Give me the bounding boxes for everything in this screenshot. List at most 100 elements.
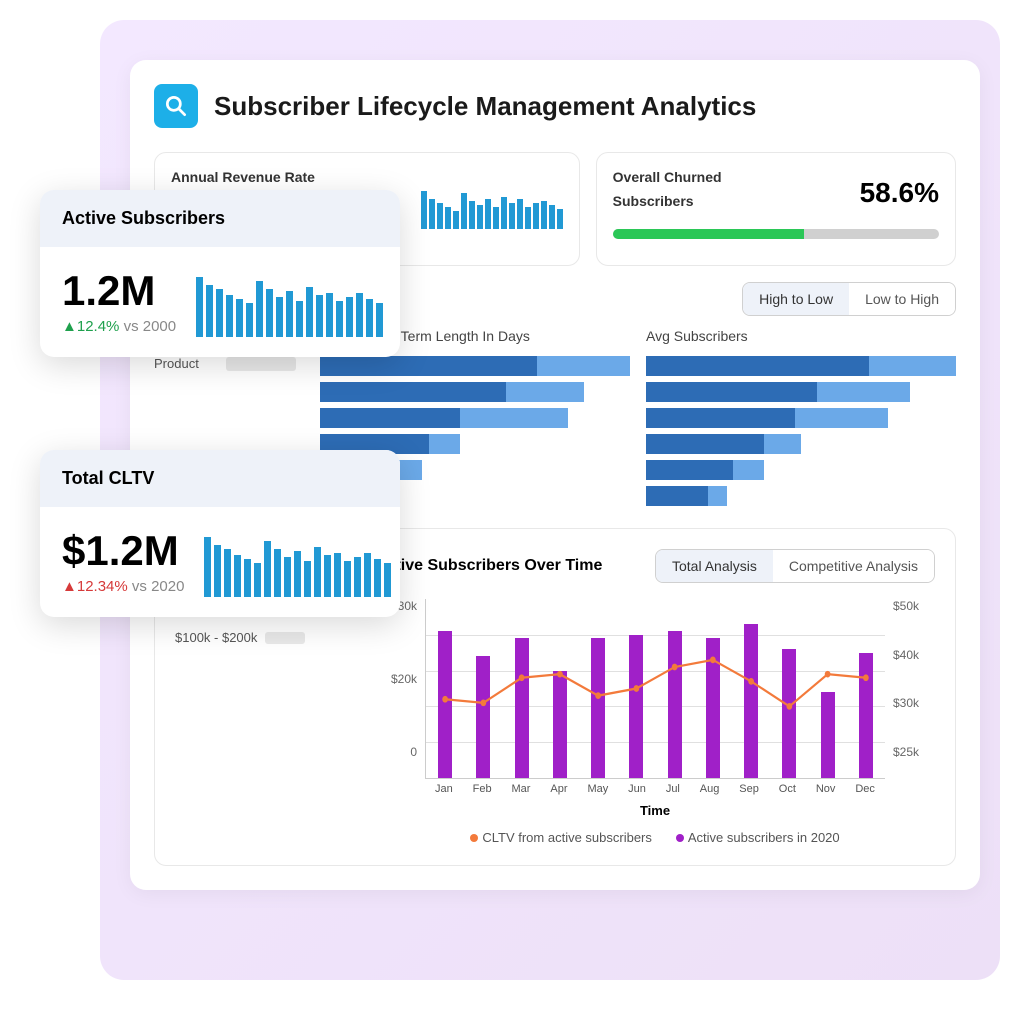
- spark-bar: [296, 301, 303, 337]
- hbar-row: [646, 460, 956, 480]
- spark-bar: [276, 297, 283, 337]
- spark-bar: [336, 301, 343, 337]
- total-cltv-value: $1.2M: [62, 530, 184, 572]
- kpi-arr-sparkline: [421, 189, 563, 229]
- sort-toggle: High to Low Low to High: [742, 282, 956, 316]
- spark-bar: [316, 295, 323, 337]
- spark-bar: [501, 197, 507, 229]
- spark-bar: [364, 553, 371, 597]
- spark-bar: [344, 561, 351, 597]
- spark-bar: [437, 203, 443, 229]
- spark-bar: [421, 191, 427, 229]
- sort-low-to-high-button[interactable]: Low to High: [849, 283, 955, 315]
- spark-bar: [509, 203, 515, 229]
- active-subscribers-float-card: Active Subscribers 1.2M ▲12.4% vs 2000: [40, 190, 400, 357]
- total-cltv-float-card: Total CLTV $1.2M ▲12.34% vs 2020: [40, 450, 400, 617]
- hbar-row: [320, 382, 630, 402]
- y-axis-right: $50k$40k$30k$25k: [885, 599, 935, 779]
- spark-bar: [356, 293, 363, 337]
- page-title: Subscriber Lifecycle Management Analytic…: [214, 91, 756, 122]
- analysis-toggle: Total Analysis Competitive Analysis: [655, 549, 935, 583]
- kpi-churn-value: 58.6%: [860, 177, 939, 209]
- spark-bar: [224, 549, 231, 597]
- spark-bar: [374, 559, 381, 597]
- spark-bar: [493, 207, 499, 229]
- spark-bar: [246, 303, 253, 337]
- churn-progress-track: [613, 229, 939, 239]
- chart-legend: CLTV from active subscribers Active subs…: [375, 830, 935, 845]
- spark-bar: [334, 553, 341, 597]
- spark-bar: [226, 295, 233, 337]
- active-subs-delta: ▲12.4% vs 2000: [62, 318, 176, 335]
- spark-bar: [366, 299, 373, 337]
- spark-bar: [376, 303, 383, 337]
- spark-bar: [549, 205, 555, 229]
- product-filter-input[interactable]: [226, 357, 296, 371]
- spark-bar: [306, 287, 313, 337]
- chart-plot-area: [425, 599, 885, 779]
- active-subs-title: Active Subscribers: [40, 190, 400, 247]
- sort-high-to-low-button[interactable]: High to Low: [743, 283, 849, 315]
- spark-bar: [264, 541, 271, 597]
- spark-bar: [453, 211, 459, 229]
- kpi-arr-label1: Annual Revenue Rate: [171, 169, 315, 185]
- kpi-churn-label2: Subscribers: [613, 193, 722, 209]
- kpi-churn-label1: Overall Churned: [613, 169, 722, 185]
- spark-bar: [445, 207, 451, 229]
- spark-bar: [254, 563, 261, 597]
- total-analysis-button[interactable]: Total Analysis: [656, 550, 773, 582]
- hbar-row: [646, 356, 956, 376]
- spark-bar: [326, 293, 333, 337]
- spark-bar: [354, 557, 361, 597]
- spark-bar: [469, 201, 475, 229]
- spark-bar: [266, 289, 273, 337]
- dashboard-header: Subscriber Lifecycle Management Analytic…: [154, 84, 956, 128]
- spark-bar: [324, 555, 331, 597]
- hbar-row: [646, 408, 956, 428]
- spark-bar: [525, 207, 531, 229]
- avg-subs-title: Avg Subscribers: [646, 328, 956, 344]
- spark-bar: [461, 193, 467, 229]
- spark-bar: [204, 537, 211, 597]
- spark-bar: [429, 199, 435, 229]
- time-chart-col: Active Subscribers Over Time Total Analy…: [375, 549, 935, 845]
- spark-bar: [541, 201, 547, 229]
- spark-bar: [533, 203, 539, 229]
- hbar-row: [646, 382, 956, 402]
- spark-bar: [557, 209, 563, 229]
- hbar-row: [320, 408, 630, 428]
- churn-progress-fill: [613, 229, 804, 239]
- spark-bar: [244, 559, 251, 597]
- legend-active: Active subscribers in 2020: [688, 830, 840, 845]
- spark-bar: [314, 547, 321, 597]
- total-cltv-title: Total CLTV: [40, 450, 400, 507]
- total-cltv-sparkline: [204, 527, 391, 597]
- revenue-filter-item[interactable]: $100k - $200k: [175, 630, 355, 645]
- spark-bar: [517, 199, 523, 229]
- spark-bar: [274, 549, 281, 597]
- hbar-row: [320, 356, 630, 376]
- product-label: Product: [154, 356, 214, 371]
- spark-bar: [304, 561, 311, 597]
- legend-cltv: CLTV from active subscribers: [482, 830, 652, 845]
- spark-bar: [294, 551, 301, 597]
- x-axis-labels: JanFebMarAprMayJunJulAugSepOctNovDec: [425, 783, 885, 795]
- avg-subscribers-chart: Avg Subscribers: [646, 328, 956, 512]
- spark-bar: [284, 557, 291, 597]
- spark-bar: [196, 277, 203, 337]
- time-chart-title: Active Subscribers Over Time: [375, 557, 602, 575]
- spark-bar: [286, 291, 293, 337]
- competitive-analysis-button[interactable]: Competitive Analysis: [773, 550, 934, 582]
- spark-bar: [234, 555, 241, 597]
- spark-bar: [384, 563, 391, 597]
- spark-bar: [206, 285, 213, 337]
- kpi-churn-card: Overall Churned Subscribers 58.6%: [596, 152, 956, 266]
- spark-bar: [214, 545, 221, 597]
- spark-bar: [216, 289, 223, 337]
- active-subs-value: 1.2M: [62, 270, 176, 312]
- spark-bar: [346, 297, 353, 337]
- x-axis-title: Time: [375, 803, 935, 818]
- spark-bar: [236, 299, 243, 337]
- active-subs-sparkline: [196, 267, 383, 337]
- hbar-row: [646, 434, 956, 454]
